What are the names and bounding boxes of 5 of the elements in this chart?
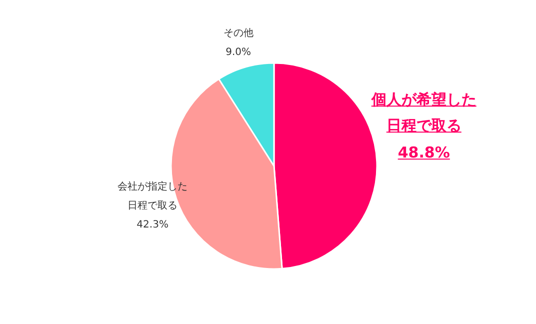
slice-label: 会社が指定した日程で取る	[116, 180, 189, 214]
slice-label: その他	[222, 27, 254, 42]
data-label: 42.3%	[136, 218, 170, 233]
data-label: 48.8%	[396, 142, 451, 164]
data-label: 9.0%	[224, 46, 252, 60]
